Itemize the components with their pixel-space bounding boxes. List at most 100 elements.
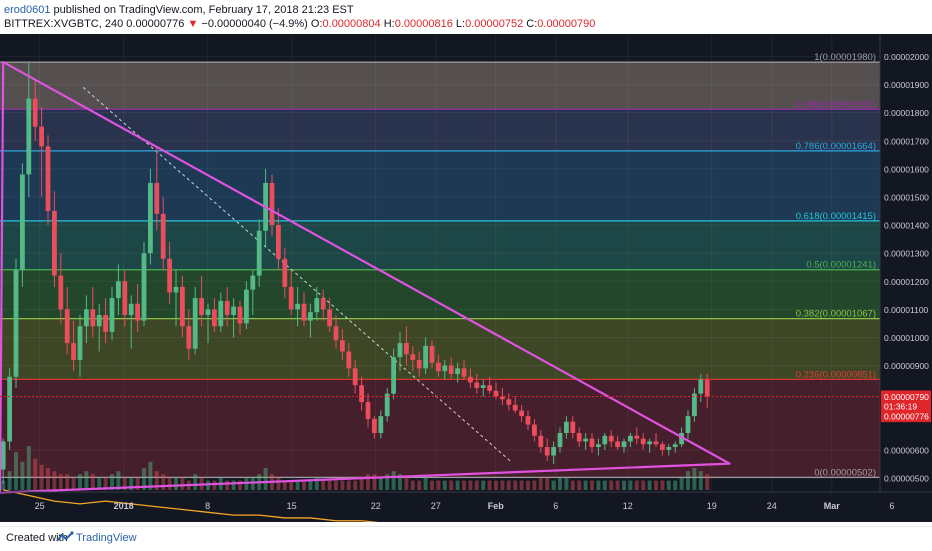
price-tag — [881, 410, 931, 423]
volume-bar — [391, 471, 396, 490]
volume-bar — [116, 471, 121, 490]
symbol-info: BITTREX:XVGBTC, 240 0.00000776 ▼ −0.0000… — [4, 17, 595, 31]
volume-bar — [340, 480, 345, 490]
candle-body — [180, 286, 185, 327]
volume-bar — [366, 474, 370, 490]
candle-body — [551, 447, 556, 456]
volume-bar — [302, 480, 306, 490]
chart-header: erod0601 published on TradingView.com, F… — [0, 0, 932, 34]
x-tick-label: 15 — [287, 501, 297, 511]
volume-bar — [225, 480, 230, 490]
candle-body — [109, 298, 115, 332]
volume-bar — [698, 471, 703, 490]
last-price: 0.00000776 — [126, 18, 185, 30]
tradingview-brand[interactable]: TradingView — [76, 532, 137, 544]
x-tick-label: 19 — [707, 501, 717, 511]
candle-body — [128, 303, 134, 315]
candle-body — [416, 359, 422, 369]
candle-body — [276, 225, 281, 259]
volume-bar — [52, 471, 57, 490]
candle-body — [576, 432, 582, 442]
x-tick-label: 12 — [623, 501, 633, 511]
volume-bar — [103, 477, 108, 490]
volume-bar — [398, 474, 402, 490]
volume-bar — [295, 480, 300, 490]
volume-bar — [641, 480, 646, 490]
candle-body — [26, 98, 32, 175]
x-tick-label: Feb — [488, 501, 505, 511]
y-tick-label: 0.00001500 — [884, 192, 929, 202]
volume-bar — [308, 480, 313, 490]
y-tick-label: 0.00001100 — [884, 305, 929, 315]
volume-bar — [423, 477, 428, 490]
chart-area[interactable]: 1(0.00001980) 0.786(0.00001812) 0.786(0.00… — [0, 34, 932, 522]
price-chart[interactable]: 1(0.00001980) 0.786(0.00001812) 0.786(0.00… — [0, 34, 932, 522]
ohlc-low-value: 0.00000752 — [465, 18, 524, 30]
volume-bar — [500, 480, 505, 490]
tradingview-logo-icon — [56, 531, 74, 542]
volume-bar — [506, 480, 511, 490]
price-tag-label: 0.00000776 — [884, 412, 929, 422]
volume-bar — [378, 477, 383, 490]
volume-bar — [276, 477, 281, 490]
fib-zone — [0, 269, 880, 319]
x-tick-label: 8 — [205, 501, 210, 511]
volume-bar — [327, 480, 332, 490]
candle-body — [391, 357, 396, 394]
volume-bar — [250, 477, 255, 490]
volume-bar — [26, 446, 31, 490]
y-tick-label: 0.00000500 — [884, 473, 929, 483]
volume-bar — [263, 468, 268, 490]
candle-body — [282, 258, 288, 287]
author-link[interactable]: erod0601 — [4, 4, 51, 16]
candle-body — [397, 343, 403, 358]
candle-body — [365, 402, 371, 419]
candle-body — [173, 286, 179, 293]
volume-bar — [97, 477, 102, 490]
volume-bar — [481, 480, 486, 490]
volume-bar — [436, 480, 441, 490]
ohlc-close-value: 0.00000790 — [537, 18, 596, 30]
volume-bar — [212, 480, 217, 490]
ohlc-high-value: 0.00000816 — [394, 18, 453, 30]
ohlc-high-label: H: — [383, 18, 395, 30]
volume-bar — [289, 480, 294, 490]
candle-body — [660, 444, 665, 450]
volume-bar — [442, 480, 447, 490]
x-tick-label: 27 — [431, 501, 441, 511]
volume-bar — [90, 474, 95, 490]
y-tick-label: 0.00001600 — [884, 164, 929, 174]
candle-body — [615, 441, 620, 448]
volume-bar — [564, 477, 569, 490]
candle-body — [244, 289, 249, 324]
candle-body — [519, 410, 524, 417]
candle-body — [77, 326, 83, 360]
candle-body — [628, 435, 633, 442]
candle-body — [231, 306, 236, 315]
volume-bar — [142, 468, 146, 490]
candle-body — [340, 340, 345, 352]
volume-bar — [46, 468, 50, 490]
fib-label: 0.5(0.00001241) — [806, 260, 876, 271]
y-tick-label: 0.00001700 — [884, 136, 929, 146]
candle-body — [269, 182, 275, 226]
y-tick-label: 0.00000900 — [884, 361, 929, 371]
candle-body — [154, 182, 160, 214]
volume-bar — [602, 480, 607, 490]
price-change: −0.00000040 (−4.9%) — [201, 18, 308, 30]
candle-body — [564, 421, 569, 433]
candle-body — [199, 298, 204, 315]
candle-body — [90, 309, 96, 327]
candle-body — [448, 365, 454, 374]
ohlc-open-label: O: — [310, 18, 323, 30]
candle-body — [596, 444, 601, 448]
volume-bar — [577, 480, 582, 490]
candle-body — [0, 441, 6, 470]
candle-body — [58, 275, 64, 310]
candle-body — [672, 444, 678, 448]
volume-bar — [314, 477, 319, 490]
y-tick-label: 0.00002000 — [884, 52, 929, 62]
candle-body — [320, 298, 326, 310]
fib-label: 0.618(0.00001415) — [796, 211, 876, 222]
volume-bar — [692, 468, 697, 490]
